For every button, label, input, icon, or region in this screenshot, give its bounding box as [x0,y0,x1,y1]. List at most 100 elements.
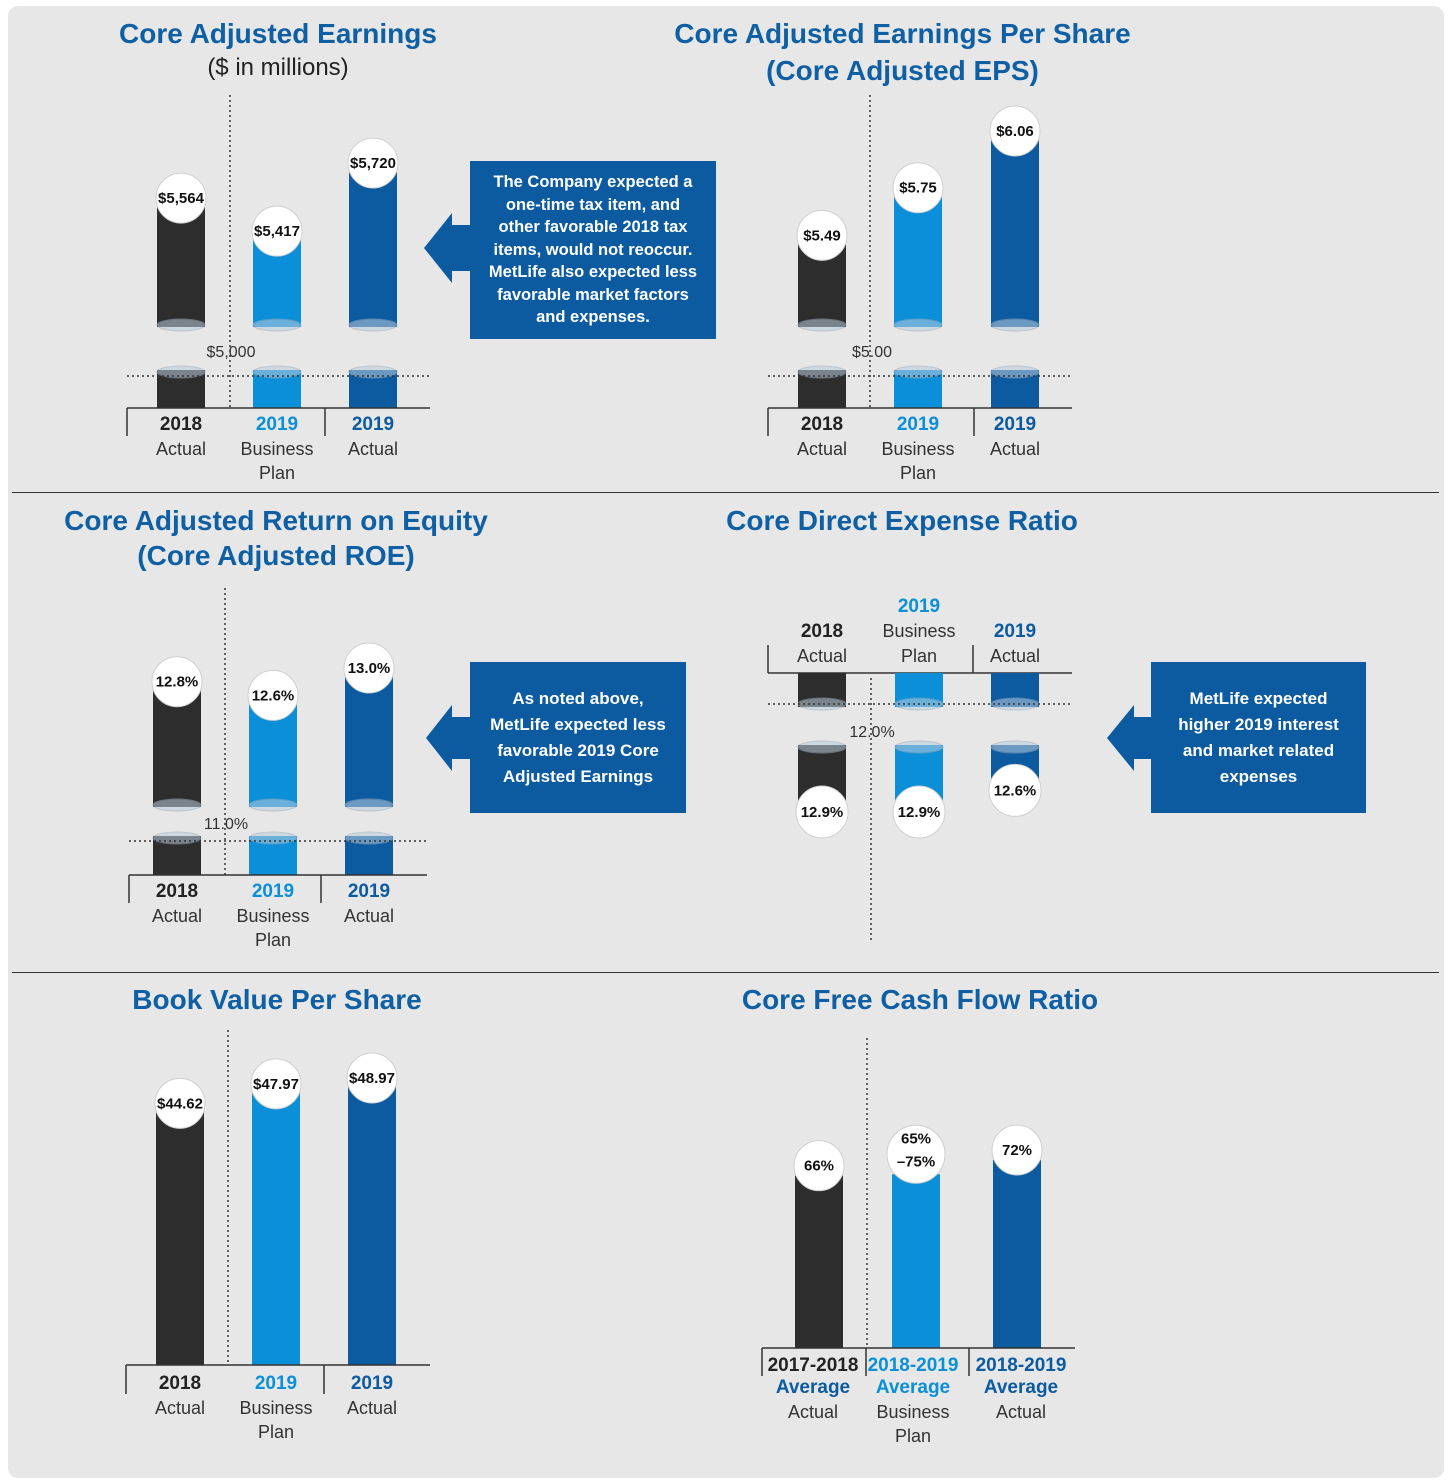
value-label-bubble [886,1124,946,1184]
value-label: $44.62 [157,1095,203,1112]
bvps-title: Book Value Per Share [132,984,422,1015]
category-sub-label: Actual [996,1402,1046,1422]
category-sub-label: Actual [156,439,206,459]
baseline-label: $5,000 [207,344,256,361]
axis-break-mark [348,318,398,332]
expense-callout: MetLife expected higher 2019 interest an… [1151,662,1366,813]
axis-break-mark [990,740,1040,754]
category-sub-label: Actual [155,1398,205,1418]
axis-break-mark [344,831,394,845]
axis-break-mark [156,365,206,379]
category-year-label: 2019 [994,621,1036,642]
value-label-bubble [251,205,303,257]
axis-break-mark [156,318,206,332]
value-label-bubble [155,172,207,224]
category-year-label: 2019 [994,414,1036,435]
axis-break-mark [248,798,298,812]
roe-callout: As noted above, MetLife expected less fa… [470,662,686,813]
category-year-label: 2019 [255,1373,297,1394]
value-label: 65% [901,1130,931,1147]
value-label: 72% [1002,1142,1032,1159]
category-year-label: 2019 [348,881,390,902]
value-label: $47.97 [253,1076,299,1093]
bar [991,133,1039,327]
axis-break-mark [344,798,394,812]
callout-arrow [426,705,470,771]
value-label-bubble [796,209,848,261]
value-label-bubble [991,1124,1043,1176]
category-sub-label: Actual [788,1402,838,1422]
baseline-label: 12.0% [849,724,894,741]
axis-break-mark [797,740,847,754]
axis-break-mark [152,831,202,845]
bar [156,1105,204,1365]
category-sub-label: Business [882,621,955,641]
expense-title: Core Direct Expense Ratio [726,505,1078,536]
value-label-bubble [793,1140,845,1192]
section-divider [12,492,1439,493]
category-sub-label: Actual [797,439,847,459]
category-sub-label: Plan [255,930,291,950]
category-year-label: 2018-2019 [868,1355,959,1376]
category-year-label: 2019 [252,881,294,902]
value-label: 12.6% [252,687,295,704]
category-year-label: 2019 [351,1373,393,1394]
value-label: $5,564 [158,190,205,207]
category-sub-label: Business [876,1402,949,1422]
category-sub-label: Plan [895,1426,931,1446]
value-label: $5,720 [350,155,396,172]
axis-break-mark [797,365,847,379]
axis-break-mark [990,318,1040,332]
value-label-bubble [247,669,299,721]
value-label-bubble [346,1052,398,1104]
category-year-label: 2018 [160,414,202,435]
axis-break-mark [894,740,944,754]
axis-break-mark [252,365,302,379]
bar [993,1160,1041,1348]
axis-break-mark [990,365,1040,379]
value-label: $5.49 [803,227,841,244]
category-sub-label: Plan [900,463,936,483]
bar [349,165,397,327]
category-year-label: 2019 [352,414,394,435]
category-year-label: 2019 [898,596,940,617]
value-label-bubble [988,763,1042,817]
value-label-bubble [892,785,946,839]
value-label-bubble [250,1058,302,1110]
category-average-label: Average [776,1377,850,1398]
earnings-title: Core Adjusted Earnings [119,18,437,49]
value-label: $5.75 [899,180,937,197]
category-average-label: Average [876,1377,950,1398]
axis-break-mark [893,365,943,379]
category-year-label: 2019 [897,414,939,435]
fcf-title: Core Free Cash Flow Ratio [741,984,1099,1015]
category-average-label: Average [984,1377,1058,1398]
value-label: 12.9% [801,804,844,821]
bar [348,1080,396,1365]
category-sub-label: Actual [990,646,1040,666]
axis-break-mark [152,798,202,812]
value-label: $6.06 [996,123,1034,140]
eps-title-line2: (Core Adjusted EPS) [766,55,1039,86]
earnings-subtitle: ($ in millions) [207,54,349,81]
bar [892,1174,940,1348]
category-sub-label: Business [236,906,309,926]
bar [252,1085,300,1365]
axis-break-mark [252,318,302,332]
value-label-bubble [347,137,399,189]
bar [795,1175,843,1348]
axis-break-mark [893,318,943,332]
category-year-label: 2019 [256,414,298,435]
category-year-label: 2018 [156,881,198,902]
value-label: 13.0% [348,660,391,677]
value-label: $5,417 [254,223,300,240]
category-year-label: 2018 [159,1373,201,1394]
value-label-bubble [795,785,849,839]
category-sub-label: Actual [797,646,847,666]
callout-arrow [1107,705,1151,771]
category-sub-label: Plan [258,1422,294,1442]
roe-title: Core Adjusted Return on Equity [64,505,488,536]
baseline-label: $5.00 [852,344,892,361]
category-year-label: 2018 [801,621,843,642]
